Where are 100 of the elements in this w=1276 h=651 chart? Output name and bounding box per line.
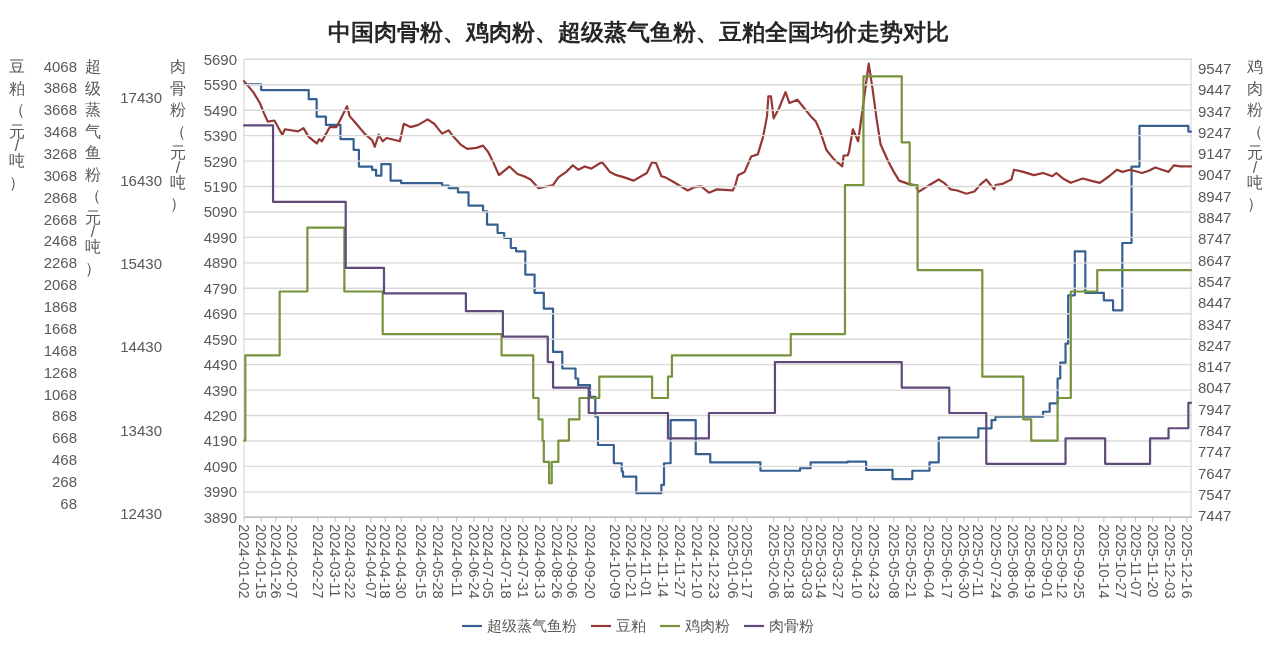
x-tick-label: 2024-09-06 <box>563 524 580 599</box>
y-axis-title: 超级蒸气鱼粉（元/吨） <box>85 57 101 276</box>
legend: 鸡肉粉 <box>660 618 730 634</box>
x-tick-label: 2025-08-06 <box>1004 524 1021 599</box>
y-tick-label: 5190 <box>203 178 237 196</box>
y2-tick-label: 7547 <box>1198 486 1232 504</box>
y2-tick-label: 8147 <box>1198 358 1232 376</box>
x-tick-label: 2024-08-26 <box>549 524 566 599</box>
y-tick-label: 5490 <box>203 101 237 119</box>
x-tick-label: 2025-02-06 <box>765 524 782 599</box>
y2-tick-label: 9147 <box>1198 145 1232 163</box>
y-tick-label: 16430 <box>120 172 162 190</box>
x-tick-label: 2024-03-22 <box>341 524 358 599</box>
y-tick-label: 4790 <box>203 279 237 297</box>
chart-title: 中国肉骨粉、鸡肉粉、超级蒸气鱼粉、豆粕全国均价走势对比 <box>327 19 949 45</box>
y-tick-label: 3068 <box>43 166 77 184</box>
y-tick-label: 14430 <box>120 338 162 356</box>
x-tick-label: 2025-09-12 <box>1053 524 1070 599</box>
x-tick-label: 2024-04-30 <box>393 524 410 599</box>
x-tick-label: 2024-04-07 <box>362 524 379 599</box>
x-tick-label: 2025-11-07 <box>1127 524 1144 598</box>
legend-label: 超级蒸气鱼粉 <box>487 618 577 634</box>
x-tick-label: 2024-11-01 <box>637 524 654 598</box>
y2-tick-label: 8447 <box>1198 294 1232 312</box>
x-tick-label: 2024-10-09 <box>607 524 624 599</box>
x-tick-label: 2024-05-15 <box>412 524 429 599</box>
x-tick-label: 2024-11-14 <box>654 524 671 598</box>
x-tick-label: 2024-07-05 <box>480 524 497 599</box>
y2-tick-label: 8347 <box>1198 315 1232 333</box>
y-tick-label: 2268 <box>43 254 77 272</box>
x-tick-label: 2025-09-01 <box>1039 524 1056 599</box>
y-tick-label: 4090 <box>203 457 237 475</box>
x-tick-label: 2024-10-21 <box>622 524 639 599</box>
y2-tick-label: 8647 <box>1198 251 1232 269</box>
x-tick-label: 2025-09-25 <box>1070 524 1087 599</box>
x-tick-label: 2025-12-03 <box>1161 524 1178 599</box>
y-tick-label: 1068 <box>43 385 77 403</box>
y2-tick-label: 7847 <box>1198 422 1232 440</box>
y-tick-label: 4290 <box>203 407 237 425</box>
y-tick-label: 17430 <box>120 89 162 107</box>
x-tick-label: 2025-04-23 <box>866 524 883 599</box>
y-tick-label: 5690 <box>203 50 237 68</box>
x-tick-label: 2025-05-08 <box>885 524 902 599</box>
x-tick-label: 2025-03-14 <box>813 524 830 599</box>
legend: 豆粕 <box>591 618 646 634</box>
y-tick-label: 4690 <box>203 305 237 323</box>
legend: 肉骨粉 <box>744 618 814 634</box>
y2-tick-label: 8047 <box>1198 379 1232 397</box>
y2-axis-title: 鸡肉粉（元/吨） <box>1247 57 1263 212</box>
x-tick-label: 2024-12-10 <box>689 524 706 599</box>
x-tick-label: 2025-03-27 <box>830 524 847 599</box>
x-tick-label: 2024-12-23 <box>706 524 723 599</box>
y-tick-label: 5290 <box>203 152 237 170</box>
y-tick-label: 3468 <box>43 123 77 141</box>
y-tick-label: 5390 <box>203 127 237 145</box>
x-tick-label: 2024-01-15 <box>253 524 270 599</box>
y-tick-label: 4390 <box>203 381 237 399</box>
x-tick-label: 2024-11-27 <box>671 524 688 598</box>
y-tick-label: 2068 <box>43 276 77 294</box>
legend: 超级蒸气鱼粉 <box>462 618 577 634</box>
x-tick-label: 2024-04-18 <box>377 524 394 599</box>
x-tick-label: 2025-06-17 <box>938 524 955 599</box>
y-tick-label: 3268 <box>43 145 77 163</box>
y-tick-label: 2668 <box>43 210 77 228</box>
legend-label: 肉骨粉 <box>769 618 814 634</box>
y-tick-label: 4190 <box>203 432 237 450</box>
y-tick-label: 13430 <box>120 421 162 439</box>
legend-label: 豆粕 <box>616 618 646 634</box>
x-tick-label: 2024-06-24 <box>465 524 482 599</box>
y2-tick-label: 9447 <box>1198 81 1232 99</box>
y-tick-label: 3890 <box>203 508 237 526</box>
x-tick-label: 2025-06-30 <box>955 524 972 599</box>
y2-tick-label: 7947 <box>1198 400 1232 418</box>
x-tick-label: 2025-11-20 <box>1144 524 1161 598</box>
y-axis-title: 肉骨粉（元/吨） <box>170 57 186 212</box>
y-tick-label: 4990 <box>203 228 237 246</box>
x-tick-label: 2025-06-04 <box>921 524 938 599</box>
y-tick-label: 4068 <box>43 57 77 75</box>
y-tick-label: 4490 <box>203 356 237 374</box>
x-tick-label: 2024-07-18 <box>497 524 514 599</box>
y-tick-label: 3990 <box>203 483 237 501</box>
y2-tick-label: 8747 <box>1198 230 1232 248</box>
y-tick-label: 4890 <box>203 254 237 272</box>
y-tick-label: 3668 <box>43 101 77 119</box>
x-tick-label: 2025-08-19 <box>1021 524 1038 599</box>
y-axis-title: 豆粕（元/吨） <box>9 57 25 190</box>
y-tick-label: 12430 <box>120 504 162 522</box>
y2-tick-label: 9347 <box>1198 102 1232 120</box>
x-tick-label: 2025-10-14 <box>1095 524 1112 599</box>
y-tick-label: 1668 <box>43 319 77 337</box>
x-tick-label: 2025-03-03 <box>798 524 815 599</box>
y-tick-label: 2868 <box>43 188 77 206</box>
x-tick-label: 2025-04-10 <box>848 524 865 599</box>
x-tick-label: 2024-02-07 <box>283 524 300 599</box>
x-tick-label: 2025-01-06 <box>724 524 741 599</box>
x-tick-label: 2024-01-02 <box>236 524 252 599</box>
y2-tick-label: 8547 <box>1198 272 1232 290</box>
x-tick-label: 2025-10-27 <box>1113 524 1129 599</box>
y-tick-label: 1268 <box>43 363 77 381</box>
y-tick-label: 868 <box>51 407 77 425</box>
